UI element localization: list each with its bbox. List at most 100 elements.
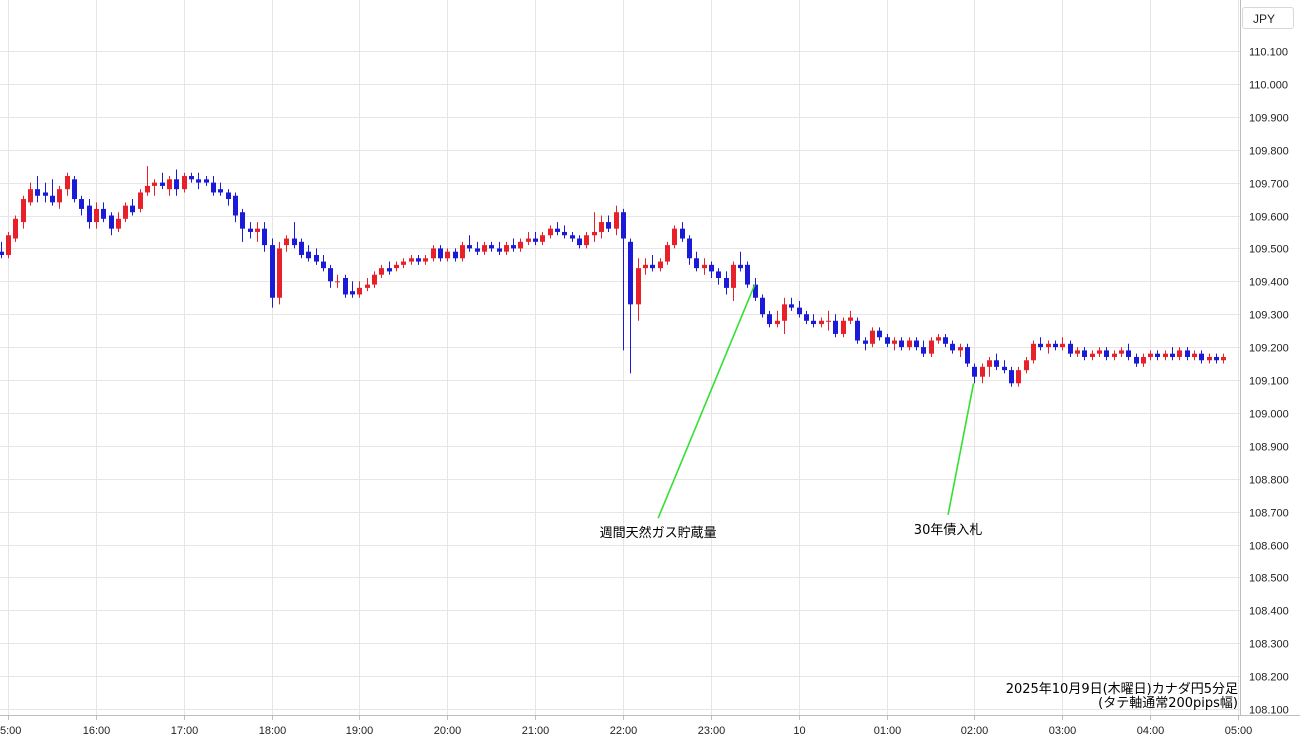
candle [584,231,589,249]
candle-body [196,179,201,183]
candle-body [299,241,304,255]
candle [782,297,787,334]
candle-body [526,238,531,242]
candle [43,182,48,203]
candle [211,176,216,196]
y-tick-label: 108.700 [1249,508,1289,520]
candle-body [965,347,970,364]
candle [1009,366,1014,387]
candle [994,353,999,371]
candle-body [540,235,545,242]
candle-body [577,238,582,246]
candle-body [50,195,55,203]
candle [387,261,392,275]
x-tick-label: 18:00 [259,725,287,737]
candle-body [665,245,670,262]
price-axis[interactable]: 110.100 110.000 109.900 109.800 109.700 109.6… [1249,47,1289,717]
candle [819,317,824,328]
candle-body [277,248,282,298]
candle [943,333,948,348]
candle-body [1097,350,1102,354]
candle-body [929,340,934,354]
candle [562,225,567,239]
candle-body [1038,343,1043,348]
candle-body [972,366,977,377]
x-tick-label: 23:00 [698,725,726,737]
candle-body [767,314,772,325]
candle [152,179,157,196]
candle [1112,350,1117,361]
candle [621,208,626,351]
candle-body [1126,350,1131,357]
candle [226,189,231,206]
grid-lines [0,0,1240,715]
candle [204,176,209,186]
candle [1119,347,1124,357]
x-tick-label: 05:00 [1225,725,1253,737]
candle-body [1199,353,1204,361]
candle [65,172,70,196]
candle-body [475,248,480,252]
y-tick-label: 109.900 [1249,113,1289,125]
candle-body [94,208,99,223]
candle [467,235,472,252]
candle-body [431,248,436,259]
candle [0,241,4,259]
candle-body [123,205,128,219]
candle [6,231,11,259]
candle-body [936,337,941,341]
candle-body [365,284,370,288]
candle [1016,366,1021,387]
candle [284,235,289,252]
candle [533,231,538,246]
candle-body [694,258,699,269]
candle [958,343,963,357]
candle-body [511,245,516,249]
x-tick-label: 22:00 [610,725,638,737]
candle-body [760,297,765,315]
candle-body [167,179,172,190]
candle [1082,347,1087,361]
candle [804,310,809,325]
candle [1046,340,1051,354]
candle [775,310,780,328]
candle [101,202,106,223]
y-tick-label: 110.000 [1249,80,1288,92]
candle-body [680,228,685,239]
candle-body [306,251,311,259]
candle [672,225,677,249]
candle [709,261,714,279]
candle-body [797,307,802,315]
candle-body [28,189,33,203]
candle-body [848,317,853,321]
candle-body [621,212,626,239]
candle [929,337,934,357]
candle-body [394,264,399,269]
time-axis[interactable]: 5:00 16:00 17:00 18:00 19:00 20:00 21:00 22:00 2… [0,715,1252,737]
candle-body [994,360,999,367]
candle-body [731,264,736,288]
candle [13,215,18,242]
candle-body [423,258,428,262]
candle [262,222,267,252]
candle-body [387,268,392,272]
candle [1104,347,1109,361]
candle-body [401,261,406,265]
y-tick-label: 108.300 [1249,639,1289,651]
candle-body [1207,356,1212,361]
candle-body [592,231,597,236]
candle-body [950,343,955,351]
candle [614,205,619,236]
candle-body [606,222,611,229]
candle [343,274,348,298]
candle [833,314,838,338]
candle [79,195,84,216]
candle-body [21,199,26,223]
currency-label[interactable]: JPY [1242,7,1294,29]
candle [1068,340,1073,357]
candle [826,310,831,331]
candle-body [885,337,890,344]
annotation-label: 30年債入札 [914,523,983,538]
candle [28,182,33,206]
candle [885,333,890,348]
